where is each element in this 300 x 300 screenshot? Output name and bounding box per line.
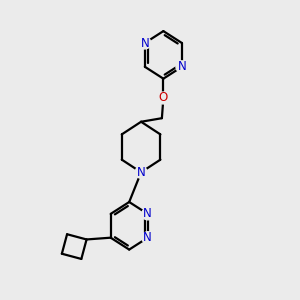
Text: N: N xyxy=(137,166,146,179)
Text: N: N xyxy=(143,231,152,244)
Text: N: N xyxy=(140,37,149,50)
Circle shape xyxy=(139,37,151,49)
Circle shape xyxy=(142,208,154,220)
Circle shape xyxy=(142,232,154,244)
Text: O: O xyxy=(159,92,168,104)
Circle shape xyxy=(158,92,169,104)
Text: N: N xyxy=(143,207,152,220)
Text: N: N xyxy=(178,60,186,73)
Circle shape xyxy=(135,166,147,178)
Circle shape xyxy=(176,61,188,73)
